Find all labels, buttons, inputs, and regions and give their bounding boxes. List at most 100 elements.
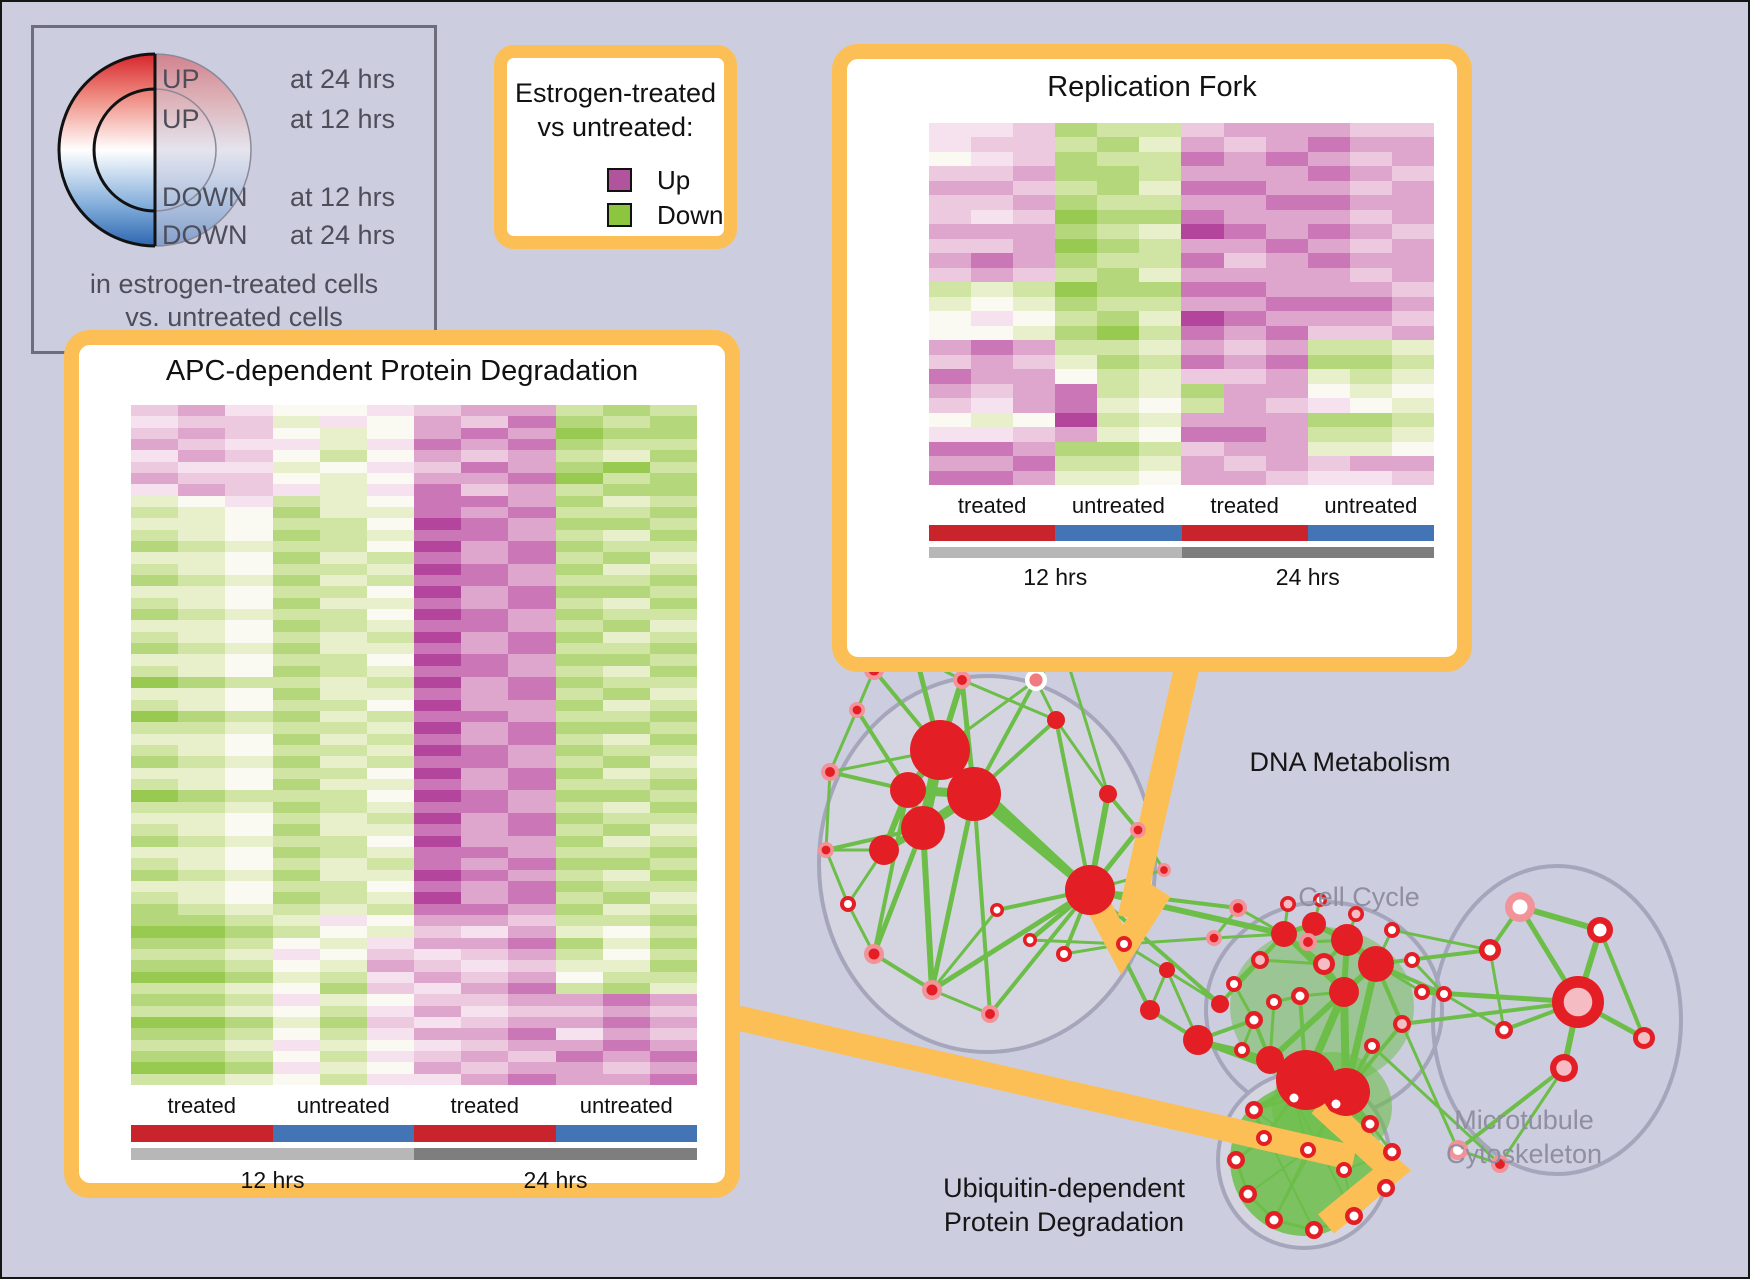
heatmap-cell	[1265, 296, 1308, 312]
heatmap-cell	[602, 1028, 650, 1040]
heatmap-cell	[1391, 470, 1434, 485]
heatmap-cell	[602, 1016, 650, 1029]
heatmap-cell	[649, 563, 697, 575]
heatmap-cell	[131, 688, 179, 700]
network-edge	[929, 887, 1093, 993]
heatmap-cell	[508, 937, 556, 949]
heatmap-cell	[366, 1028, 414, 1040]
heatmap-cell	[555, 812, 603, 825]
network-edge	[930, 988, 992, 1016]
heatmap-cell	[414, 937, 462, 949]
heatmap-cell	[1265, 325, 1308, 341]
heatmap-cell	[649, 812, 697, 825]
heatmap-cell	[508, 1016, 556, 1029]
heatmap-cell	[319, 846, 367, 859]
cluster-label-cell-cycle: Cell Cycle	[1298, 882, 1420, 912]
heatmap-cell	[1307, 267, 1350, 283]
heatmap-cell	[1391, 398, 1434, 413]
heatmap-cell	[178, 699, 226, 711]
heatmap-cell	[131, 1062, 179, 1074]
heatmap-cell	[1055, 311, 1098, 326]
heatmap-cell	[319, 971, 367, 983]
heatmap-cell	[1181, 209, 1224, 225]
heatmap-cell	[178, 971, 226, 983]
heatmap-cell	[1055, 369, 1098, 384]
heatmap-cell	[1307, 369, 1350, 384]
heatmap-cell	[602, 994, 650, 1006]
heatmap-cell	[508, 654, 556, 666]
heatmap-cell	[1181, 441, 1224, 457]
heatmap-cell	[1265, 195, 1308, 210]
heatmap-cell	[1265, 369, 1308, 384]
network-node	[1060, 950, 1068, 958]
heatmap-cell	[272, 892, 320, 904]
heatmap-cell	[555, 880, 603, 893]
heatmap-cell	[225, 812, 273, 825]
heatmap-cell	[461, 926, 509, 938]
heatmap-cell	[929, 412, 972, 428]
heatmap-cell	[225, 971, 273, 983]
heatmap-cell	[1013, 137, 1056, 152]
heatmap-cell	[1349, 296, 1392, 312]
heatmap-cell	[1181, 151, 1224, 167]
heatmap-cell	[461, 994, 509, 1006]
heatmap-cell	[461, 846, 509, 859]
heatmap-cell	[649, 937, 697, 949]
heatmap-cell	[1391, 253, 1434, 268]
heatmap-cell	[602, 778, 650, 791]
heatmap-cell	[508, 880, 556, 893]
heatmap-cell	[272, 744, 320, 757]
heatmap-cell	[508, 597, 556, 609]
network-node	[1329, 977, 1359, 1007]
heatmap-cell	[929, 325, 972, 341]
heatmap-cell	[649, 574, 697, 587]
network-node	[821, 845, 831, 855]
heatmap-cell	[1223, 267, 1266, 283]
heatmap-cell	[649, 869, 697, 881]
heatmap-cell	[131, 1073, 179, 1085]
heatmap-cell	[602, 892, 650, 904]
heatmap-cell	[178, 710, 226, 723]
heatmap-cell	[414, 778, 462, 791]
network-edge	[824, 848, 850, 906]
network-node	[1440, 990, 1448, 998]
heatmap-cell	[929, 354, 972, 370]
heatmap-cell	[602, 450, 650, 462]
heatmap-cell	[971, 441, 1014, 457]
network-node	[1453, 1145, 1463, 1155]
heatmap-cell	[461, 1050, 509, 1063]
heatmap-cell	[225, 994, 273, 1006]
heatmap-cell	[414, 767, 462, 779]
heatmap-cell	[131, 926, 179, 938]
heatmap-cell	[366, 744, 414, 757]
heatmap-cell	[1391, 383, 1434, 399]
heatmap-cell	[225, 608, 273, 621]
heatmap-cell	[649, 892, 697, 904]
heatmap-cell	[178, 405, 226, 417]
heatmap-cell	[319, 563, 367, 575]
heatmap-cell	[414, 586, 462, 598]
heatmap-cell	[414, 858, 462, 870]
heatmap-cell	[1307, 325, 1350, 341]
heatmap-cell	[461, 812, 509, 825]
heatmap-cell	[319, 892, 367, 904]
heatmap-cell	[1013, 195, 1056, 210]
heatmap-cell	[131, 914, 179, 927]
heatmap-cell	[1223, 151, 1266, 167]
apc-panel-title: APC-dependent Protein Degradation	[165, 355, 639, 387]
heatmap-cell	[1265, 354, 1308, 370]
heatmap-cell	[414, 880, 462, 893]
heatmap-cell	[555, 631, 603, 643]
heatmap-cell	[272, 960, 320, 972]
heatmap-cell	[319, 937, 367, 949]
heatmap-cell	[649, 427, 697, 439]
heatmap-cell	[971, 195, 1014, 210]
network-node	[869, 835, 899, 865]
heatmap-cell	[508, 506, 556, 519]
heatmap-cell	[508, 892, 556, 904]
untreated-bar	[1055, 525, 1182, 541]
heatmap-cell	[131, 801, 179, 813]
heatmap-cell	[178, 495, 226, 507]
heatmap-cell	[929, 151, 972, 167]
